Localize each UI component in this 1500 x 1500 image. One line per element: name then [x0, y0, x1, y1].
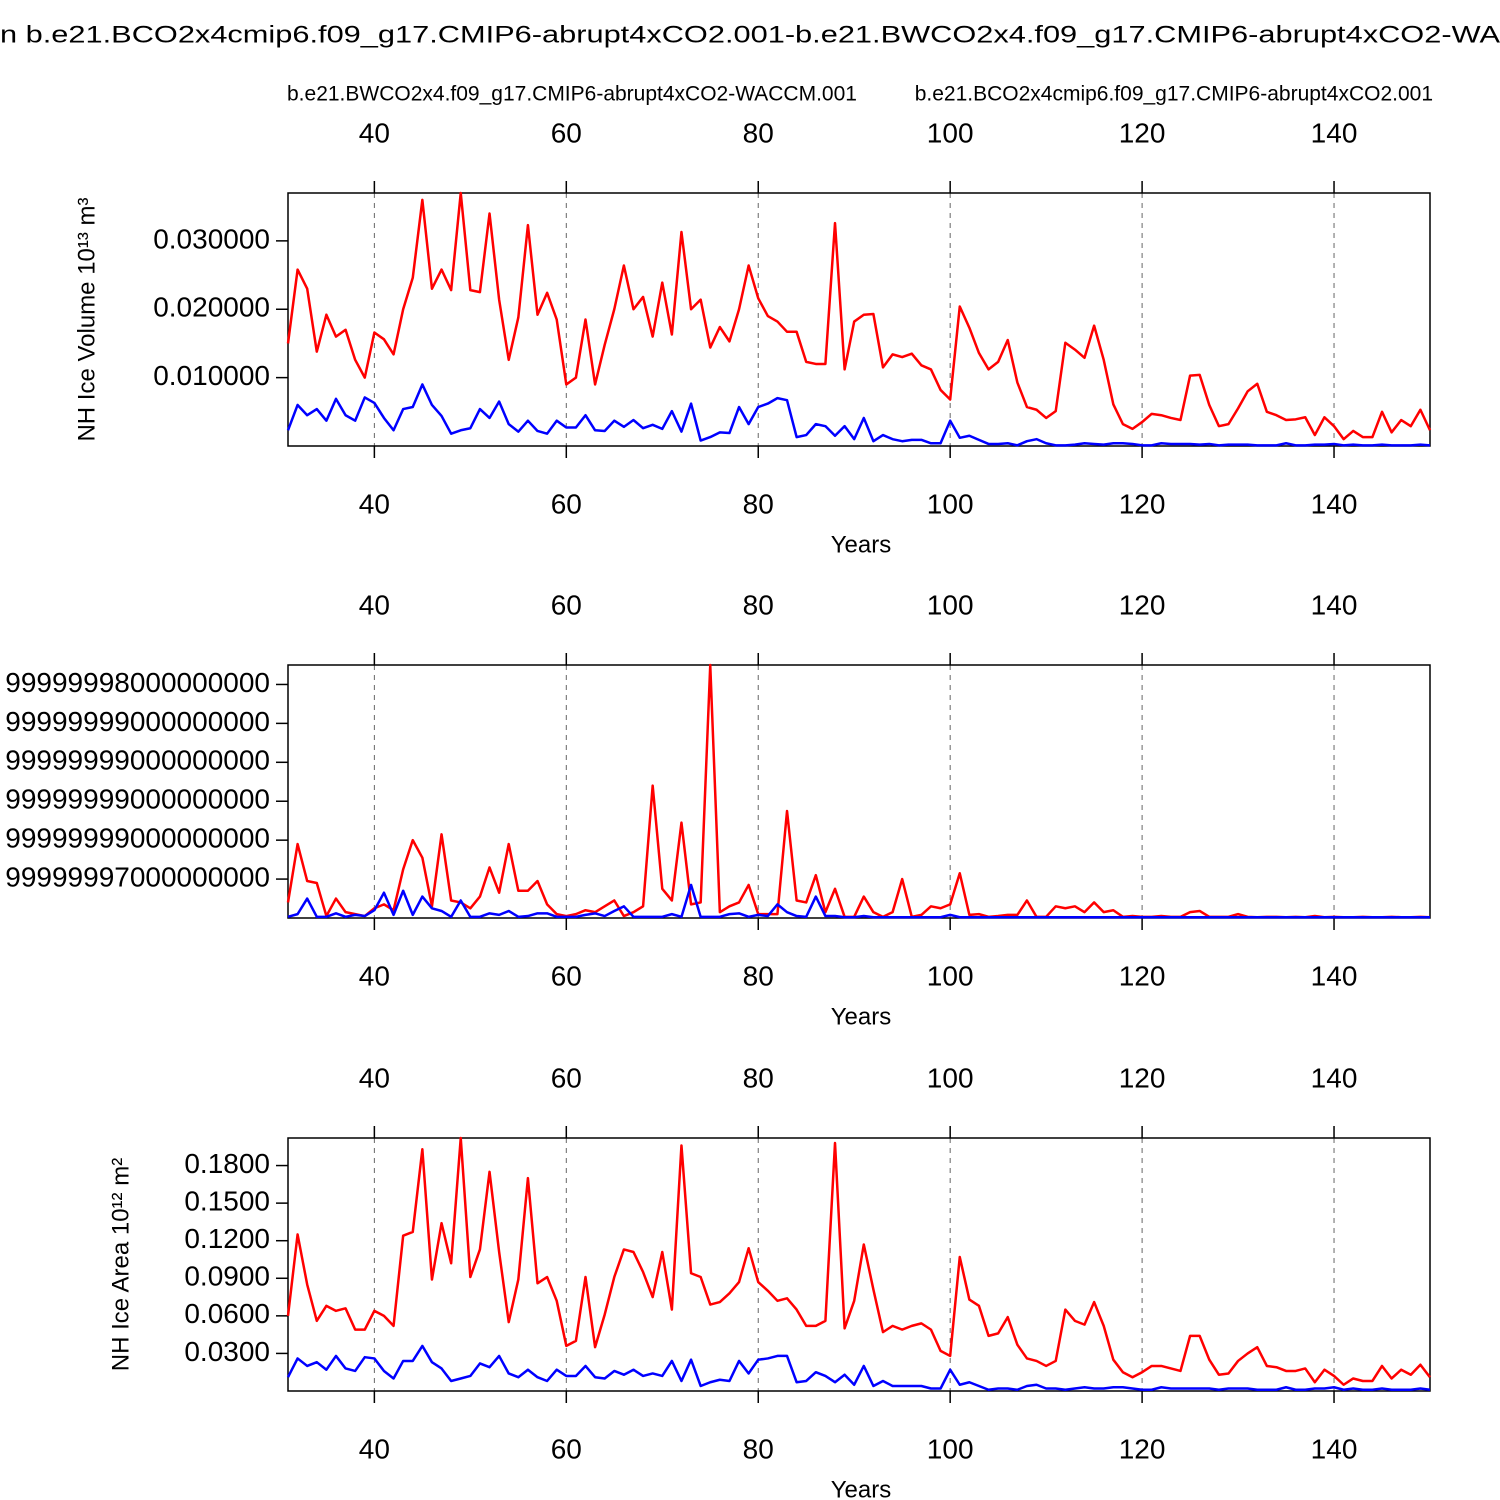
legend-label: b.e21.BWCO2x4.f09_g17.CMIP6-abrupt4xCO2-… [287, 83, 857, 106]
x-axis-title: Years [831, 1003, 892, 1030]
y-axis-title: NH Ice Area 10¹² m² [107, 1158, 134, 1371]
x-tick-label-top: 40 [359, 117, 390, 148]
x-tick-label-top: 120 [1119, 589, 1166, 620]
data-line [286, 383, 1431, 447]
chart-title: n b.e21.BCO2x4cmip6.f09_g17.CMIP6-abrupt… [0, 21, 1500, 48]
x-tick-label-top: 40 [359, 1062, 390, 1093]
x-tick-label: 120 [1119, 488, 1166, 519]
y-tick-label: 0.020000 [153, 292, 270, 323]
x-tick-label-top: 120 [1119, 1062, 1166, 1093]
x-tick-label-top: 140 [1311, 117, 1358, 148]
data-line [286, 191, 1432, 441]
x-tick-label-top: 120 [1119, 117, 1166, 148]
x-tick-label-top: 80 [743, 1062, 774, 1093]
x-tick-label-top: 60 [551, 117, 582, 148]
y-tick-label: 99999998000000000 [5, 667, 270, 698]
plot-frame [287, 1137, 1431, 1392]
x-tick-label: 80 [743, 1433, 774, 1464]
y-tick-label: 99999999000000000 [5, 745, 270, 776]
x-tick-label: 80 [743, 488, 774, 519]
y-tick-label: 99999999000000000 [5, 823, 270, 854]
y-tick-label: 0.010000 [153, 360, 270, 391]
y-tick-label: 0.0300 [184, 1336, 270, 1367]
x-tick-label-top: 40 [359, 589, 390, 620]
x-tick-label-top: 60 [551, 589, 582, 620]
y-tick-label: 0.030000 [153, 223, 270, 254]
x-tick-label: 140 [1311, 960, 1358, 991]
legend-label: b.e21.BCO2x4cmip6.f09_g17.CMIP6-abrupt4x… [915, 83, 1433, 106]
y-tick-label: 0.0900 [184, 1261, 270, 1292]
x-tick-label: 100 [927, 1433, 974, 1464]
data-line [286, 663, 1431, 919]
x-tick-label: 60 [551, 1433, 582, 1464]
x-tick-label-top: 80 [743, 589, 774, 620]
y-tick-label: 0.1200 [184, 1223, 270, 1254]
y-tick-label: 0.1500 [184, 1186, 270, 1217]
x-tick-label-top: 60 [551, 1062, 582, 1093]
data-line [287, 883, 1430, 919]
x-tick-label: 40 [359, 960, 390, 991]
x-axis-title: Years [831, 531, 892, 558]
x-tick-label: 100 [927, 960, 974, 991]
y-tick-label: 0.1800 [184, 1148, 270, 1179]
x-axis-title: Years [831, 1476, 892, 1500]
x-tick-label-top: 100 [927, 589, 974, 620]
x-tick-label-top: 140 [1311, 1062, 1358, 1093]
data-line [286, 1344, 1431, 1391]
x-tick-label: 120 [1119, 1433, 1166, 1464]
plot-frame [287, 192, 1431, 447]
x-tick-label-top: 100 [927, 1062, 974, 1093]
x-tick-label: 140 [1311, 1433, 1358, 1464]
y-tick-label: 99999997000000000 [5, 861, 270, 892]
x-tick-label: 120 [1119, 960, 1166, 991]
plot-frame [287, 664, 1431, 919]
x-tick-label: 40 [359, 1433, 390, 1464]
y-tick-label: 0.0600 [184, 1298, 270, 1329]
y-tick-label: 99999999000000000 [5, 784, 270, 815]
x-tick-label: 40 [359, 488, 390, 519]
x-tick-label: 140 [1311, 488, 1358, 519]
x-tick-label-top: 80 [743, 117, 774, 148]
y-axis-title: NH Ice Volume 10¹³ m³ [73, 197, 100, 441]
x-tick-label: 100 [927, 488, 974, 519]
x-tick-label: 80 [743, 960, 774, 991]
x-tick-label-top: 100 [927, 117, 974, 148]
data-line [286, 1136, 1431, 1386]
x-tick-label: 60 [551, 960, 582, 991]
x-tick-label-top: 140 [1311, 589, 1358, 620]
x-tick-label: 60 [551, 488, 582, 519]
y-tick-label: 99999999000000000 [5, 706, 270, 737]
